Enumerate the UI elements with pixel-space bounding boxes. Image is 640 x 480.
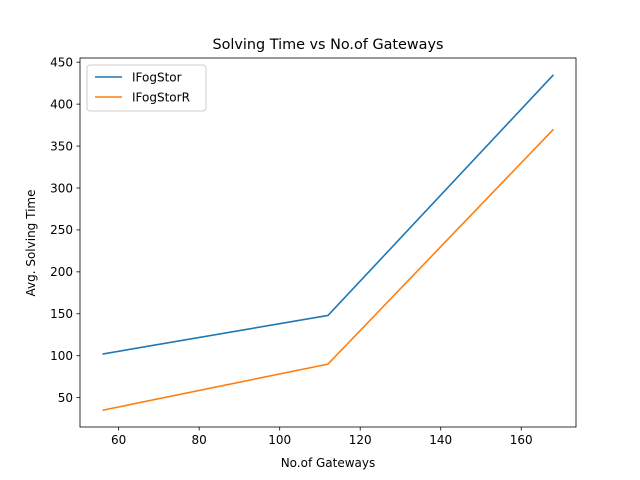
y-tick-label: 400 (50, 97, 73, 111)
plot-area (79, 57, 577, 428)
x-tick-label: 100 (268, 433, 291, 447)
x-axis: 60 80 100 120 140 160 (111, 427, 533, 447)
y-tick-label: 50 (58, 391, 73, 405)
chart-title: Solving Time vs No.of Gateways (212, 37, 443, 53)
x-tick-label: 80 (192, 433, 207, 447)
y-tick-label: 250 (50, 223, 73, 237)
x-tick-label: 140 (429, 433, 452, 447)
series-lines (102, 74, 555, 412)
y-tick-label: 150 (50, 307, 73, 321)
x-tick-label: 120 (349, 433, 372, 447)
y-tick-label: 200 (50, 265, 73, 279)
y-tick-label: 100 (50, 349, 73, 363)
y-axis: 50 100 150 200 250 300 350 400 450 (50, 55, 80, 405)
series-line-ifogstorr (102, 128, 555, 412)
legend-label: IFogStorR (132, 91, 190, 105)
x-tick-label: 160 (510, 433, 533, 447)
legend-label: IFogStor (132, 71, 182, 85)
y-tick-label: 450 (50, 55, 73, 69)
y-axis-label: Avg. Solving Time (24, 190, 38, 297)
x-tick-label: 60 (111, 433, 126, 447)
x-axis-label: No.of Gateways (281, 456, 376, 470)
y-tick-label: 350 (50, 139, 73, 153)
series-line-ifogstor (102, 74, 555, 355)
plot-frame (79, 57, 577, 428)
y-tick-label: 300 (50, 181, 73, 195)
legend: IFogStor IFogStorR (86, 64, 207, 112)
